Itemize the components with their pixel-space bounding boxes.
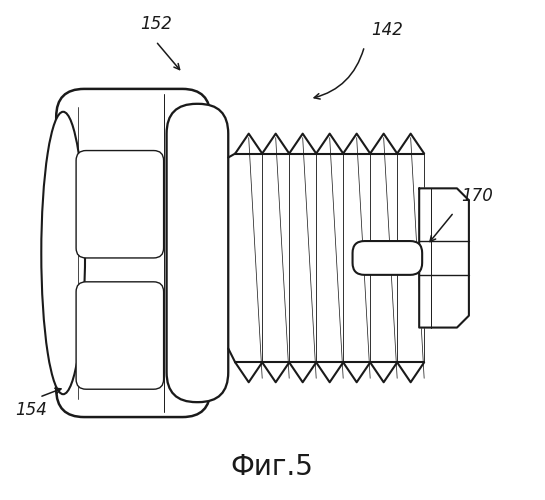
- Polygon shape: [419, 188, 469, 328]
- FancyBboxPatch shape: [353, 241, 422, 275]
- FancyBboxPatch shape: [167, 104, 228, 402]
- Ellipse shape: [41, 112, 85, 394]
- Text: 152: 152: [140, 15, 172, 33]
- Text: 170: 170: [461, 187, 493, 205]
- FancyBboxPatch shape: [76, 282, 164, 389]
- FancyBboxPatch shape: [76, 150, 164, 258]
- Text: 154: 154: [15, 401, 47, 419]
- Text: Фиг.5: Фиг.5: [231, 453, 313, 481]
- FancyBboxPatch shape: [56, 89, 210, 417]
- Text: 142: 142: [372, 21, 403, 39]
